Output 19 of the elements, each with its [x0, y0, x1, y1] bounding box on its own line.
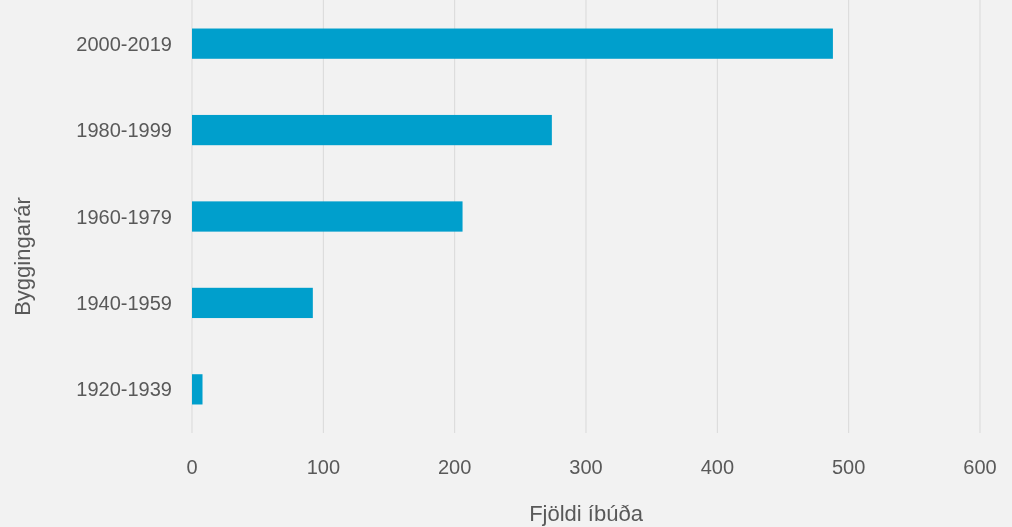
y-tick-label: 1960-1979	[76, 205, 172, 228]
x-axis-title: Fjöldi íbúða	[529, 501, 644, 526]
x-tick-label: 500	[831, 456, 866, 478]
x-tick-label: 200	[437, 456, 472, 478]
bar	[192, 287, 313, 319]
y-tick-label: 1980-1999	[76, 119, 172, 142]
y-tick-label: 1940-1959	[76, 291, 172, 314]
x-tick-label: 300	[569, 456, 603, 478]
y-axis-title: Byggingarár	[10, 197, 35, 316]
x-tick-label: 600	[963, 456, 997, 478]
bar	[192, 201, 463, 232]
x-tick-label: 400	[700, 456, 735, 478]
bar	[192, 28, 833, 59]
y-tick-label: 1920-1939	[76, 378, 172, 401]
bar	[192, 114, 552, 146]
y-tick-label: 2000-2019	[76, 32, 172, 55]
x-tick-label: 100	[306, 456, 341, 478]
x-tick-label: 0	[186, 456, 198, 478]
bar	[192, 374, 203, 405]
